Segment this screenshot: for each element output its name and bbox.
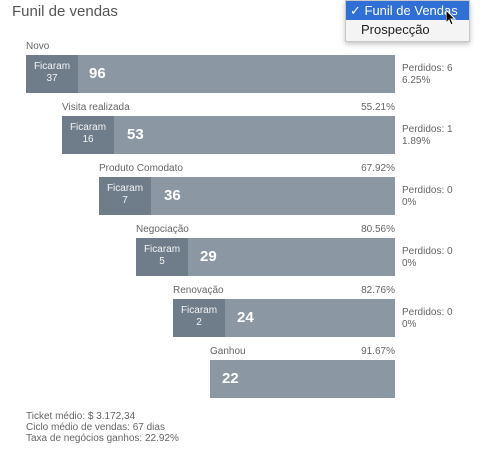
stage-label-renovacao: Renovação — [173, 285, 224, 296]
stage-label-novo: Novo — [26, 41, 50, 52]
mouse-cursor-icon — [446, 10, 456, 26]
average-sales-cycle: Ciclo médio de vendas: 67 dias — [26, 422, 165, 433]
stage-count: 29 — [200, 248, 217, 265]
remained-box: Ficaram 2 — [173, 299, 225, 337]
stage-count: 96 — [89, 65, 106, 82]
stage-label-produto-comodato: Produto Comodato — [99, 163, 183, 174]
page-title: Funil de vendas — [12, 3, 118, 20]
stage-pct-visita-realizada: 55.21% — [361, 102, 395, 113]
average-ticket: Ticket médio: $ 3.172,34 — [26, 411, 136, 422]
remained-box: Ficaram 5 — [136, 238, 188, 276]
funnel-bar-negociacao[interactable]: Ficaram 5 29 — [136, 238, 395, 276]
funnel-summary: Ticket médio: $ 3.172,34 Ciclo médio de … — [26, 411, 179, 444]
remained-box: Ficaram 16 — [62, 116, 114, 154]
remained-box: Ficaram 37 — [26, 55, 78, 93]
funnel-bar-ganhou[interactable]: 22 — [210, 360, 395, 398]
lost-info-negociacao: Perdidos: 0 0% — [402, 246, 453, 269]
lost-info-visita-realizada: Perdidos: 1 1.89% — [402, 124, 453, 147]
dropdown-option-prospeccao[interactable]: Prospecção — [361, 22, 430, 37]
stage-count: 24 — [237, 309, 254, 326]
stage-label-visita-realizada: Visita realizada — [62, 102, 130, 113]
stage-pct-ganhou: 91.67% — [361, 346, 395, 357]
lost-info-renovacao: Perdidos: 0 0% — [402, 307, 453, 330]
funnel-bar-novo[interactable]: Ficaram 37 96 — [26, 55, 395, 93]
stage-label-negociacao: Negociação — [136, 224, 189, 235]
dropdown-option-funil-de-vendas[interactable]: ✓ Funil de Vendas — [346, 1, 469, 20]
stage-count: 36 — [164, 187, 181, 204]
lost-info-produto-comodato: Perdidos: 0 0% — [402, 185, 453, 208]
funnel-bar-visita-realizada[interactable]: Ficaram 16 53 — [62, 116, 395, 154]
funnel-bar-produto-comodato[interactable]: Ficaram 7 36 — [99, 177, 395, 215]
stage-label-ganhou: Ganhou — [210, 346, 246, 357]
stage-pct-produto-comodato: 67.92% — [361, 163, 395, 174]
lost-info-novo: Perdidos: 6 6.25% — [402, 63, 453, 86]
stage-pct-renovacao: 82.76% — [361, 285, 395, 296]
remained-box: Ficaram 7 — [99, 177, 151, 215]
stage-count: 22 — [222, 370, 239, 387]
win-rate: Taxa de negócios ganhos: 22.92% — [26, 433, 179, 444]
funnel-bar-renovacao[interactable]: Ficaram 2 24 — [173, 299, 395, 337]
stage-pct-negociacao: 80.56% — [361, 224, 395, 235]
stage-count: 53 — [127, 126, 144, 143]
